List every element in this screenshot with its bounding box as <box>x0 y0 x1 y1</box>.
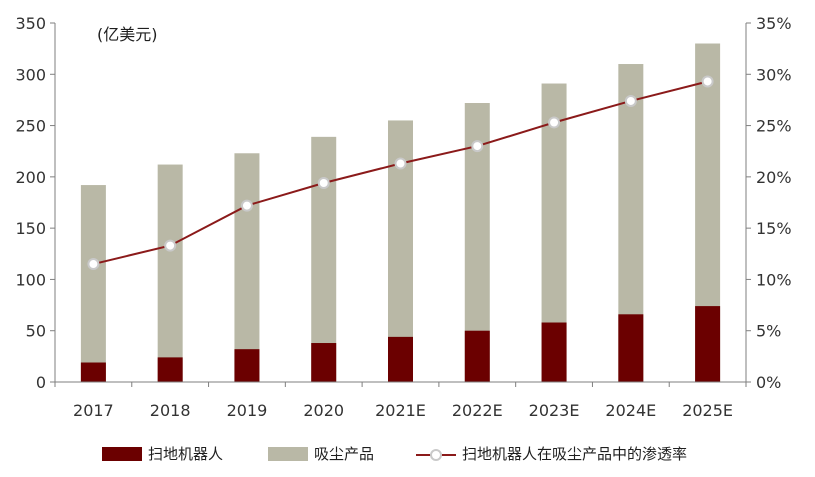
left-tick-label: 350 <box>15 14 46 33</box>
legend-swatch-penetration-marker <box>430 449 442 461</box>
right-tick-label: 25% <box>756 117 792 136</box>
right-tick-label: 0% <box>756 373 781 392</box>
left-tick-label: 250 <box>15 117 46 136</box>
x-tick-label: 2022E <box>452 401 503 420</box>
x-tick-label: 2023E <box>529 401 580 420</box>
left-tick-label: 0 <box>36 373 46 392</box>
x-tick-label: 2025E <box>682 401 733 420</box>
bar-robot-2021E <box>388 336 413 382</box>
penetration-point-2017 <box>87 258 100 271</box>
bar-robot-2020 <box>311 343 337 382</box>
bar-robot-2019 <box>234 349 260 382</box>
penetration-point-2025E <box>701 75 714 88</box>
legend-swatch-vacuum <box>268 447 308 461</box>
bar-robot-2018 <box>157 357 183 382</box>
left-tick-label: 150 <box>15 219 46 238</box>
bar-robot-2024E <box>618 314 644 382</box>
x-tick-label: 2024E <box>605 401 656 420</box>
right-tick-label: 30% <box>756 65 792 84</box>
x-tick-label: 2017 <box>73 401 114 420</box>
line-layer <box>87 75 714 271</box>
right-tick-label: 10% <box>756 270 792 289</box>
axes-layer: 0 50 100 150 200 250 300 350 0% 5% 10% 15% 20% 25% 30%… <box>15 14 791 420</box>
penetration-point-2021E <box>394 157 407 170</box>
left-tick-label: 300 <box>15 65 46 84</box>
penetration-point-2022E <box>471 140 484 153</box>
legend-label-robot: 扫地机器人 <box>148 445 223 463</box>
unit-label: (亿美元) <box>97 25 158 44</box>
legend-swatch-robot <box>102 447 142 461</box>
legend: 扫地机器人 吸尘产品 扫地机器人在吸尘产品中的渗透率 <box>102 445 687 463</box>
penetration-point-2020 <box>317 177 330 190</box>
legend-label-penetration: 扫地机器人在吸尘产品中的渗透率 <box>462 445 687 463</box>
left-tick-label: 100 <box>15 270 46 289</box>
x-tick-label: 2020 <box>303 401 344 420</box>
right-tick-label: 5% <box>756 322 781 341</box>
bar-vacuum-2018 <box>157 164 183 382</box>
bar-vacuum-2017 <box>80 185 106 382</box>
bar-vacuum-2019 <box>234 153 260 382</box>
bar-robot-2017 <box>80 362 106 382</box>
penetration-point-2019 <box>240 199 253 212</box>
bar-robot-2023E <box>541 322 567 382</box>
x-tick-label: 2021E <box>375 401 426 420</box>
penetration-point-2018 <box>164 239 177 252</box>
left-tick-label: 200 <box>15 168 46 187</box>
bar-robot-2022E <box>464 330 490 382</box>
penetration-point-2023E <box>548 116 561 129</box>
bar-robot-2025E <box>695 306 721 382</box>
right-tick-label: 35% <box>756 14 792 33</box>
legend-label-vacuum: 吸尘产品 <box>314 445 374 463</box>
left-tick-label: 50 <box>26 322 46 341</box>
x-tick-label: 2018 <box>150 401 191 420</box>
penetration-point-2024E <box>624 94 637 107</box>
x-tick-label: 2019 <box>227 401 268 420</box>
right-tick-label: 15% <box>756 219 792 238</box>
bars-layer <box>80 43 721 383</box>
right-tick-label: 20% <box>756 168 792 187</box>
